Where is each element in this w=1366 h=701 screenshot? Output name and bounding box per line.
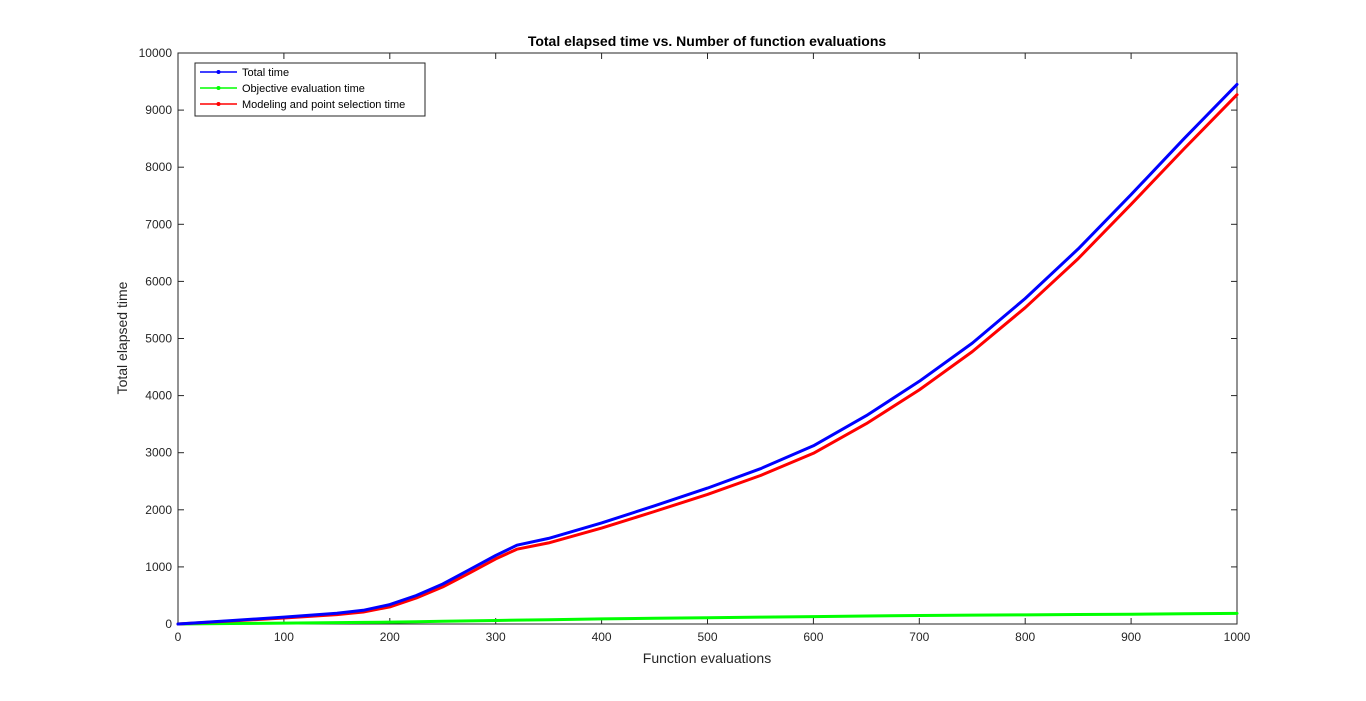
series-lines [176, 82, 1239, 626]
chart-title: Total elapsed time vs. Number of functio… [528, 33, 887, 49]
legend-label-2: Modeling and point selection time [242, 99, 405, 111]
x-tick-label: 0 [175, 630, 182, 644]
x-tick-label: 900 [1121, 630, 1141, 644]
x-tick-label: 500 [697, 630, 717, 644]
x-tick-label: 800 [1015, 630, 1035, 644]
x-tick-label: 700 [909, 630, 929, 644]
series-line-2 [176, 93, 1239, 626]
y-axis-ticks: 0 1000 2000 3000 4000 5000 6000 7000 8000 9000 100… [139, 46, 1237, 631]
legend-label-1: Objective evaluation time [242, 83, 365, 95]
series-line-0 [176, 82, 1239, 626]
y-tick-label: 4000 [145, 389, 172, 403]
legend-marker-0 [216, 70, 221, 74]
y-tick-label: 1000 [145, 560, 172, 574]
y-tick-label: 5000 [145, 332, 172, 346]
y-axis-label: Total elapsed time [114, 281, 130, 394]
legend-marker-2 [216, 102, 221, 106]
axes-box [177, 52, 1238, 625]
x-tick-label: 600 [803, 630, 823, 644]
y-tick-label: 0 [165, 617, 172, 631]
y-tick-label: 6000 [145, 274, 172, 288]
y-tick-label: 10000 [139, 46, 173, 60]
y-tick-label: 2000 [145, 503, 172, 517]
plot-area: 0 100 200 300 400 500 600 700 800 900 1000 0 1000 20… [139, 46, 1251, 644]
x-axis-ticks: 0 100 200 300 400 500 600 700 800 900 1000 [175, 53, 1251, 644]
x-tick-label: 300 [486, 630, 506, 644]
x-axis-label: Function evaluations [643, 650, 771, 666]
y-tick-label: 9000 [145, 103, 172, 117]
x-tick-label: 200 [380, 630, 400, 644]
x-tick-label: 100 [274, 630, 294, 644]
legend-label-0: Total time [242, 67, 289, 79]
y-tick-label: 8000 [145, 160, 172, 174]
x-tick-label: 1000 [1224, 630, 1251, 644]
legend: Total time Objective evaluation time Model… [194, 62, 426, 117]
y-tick-label: 3000 [145, 446, 172, 460]
x-tick-label: 400 [592, 630, 612, 644]
legend-marker-1 [216, 86, 221, 90]
y-tick-label: 7000 [145, 217, 172, 231]
series-line-1 [176, 611, 1239, 626]
